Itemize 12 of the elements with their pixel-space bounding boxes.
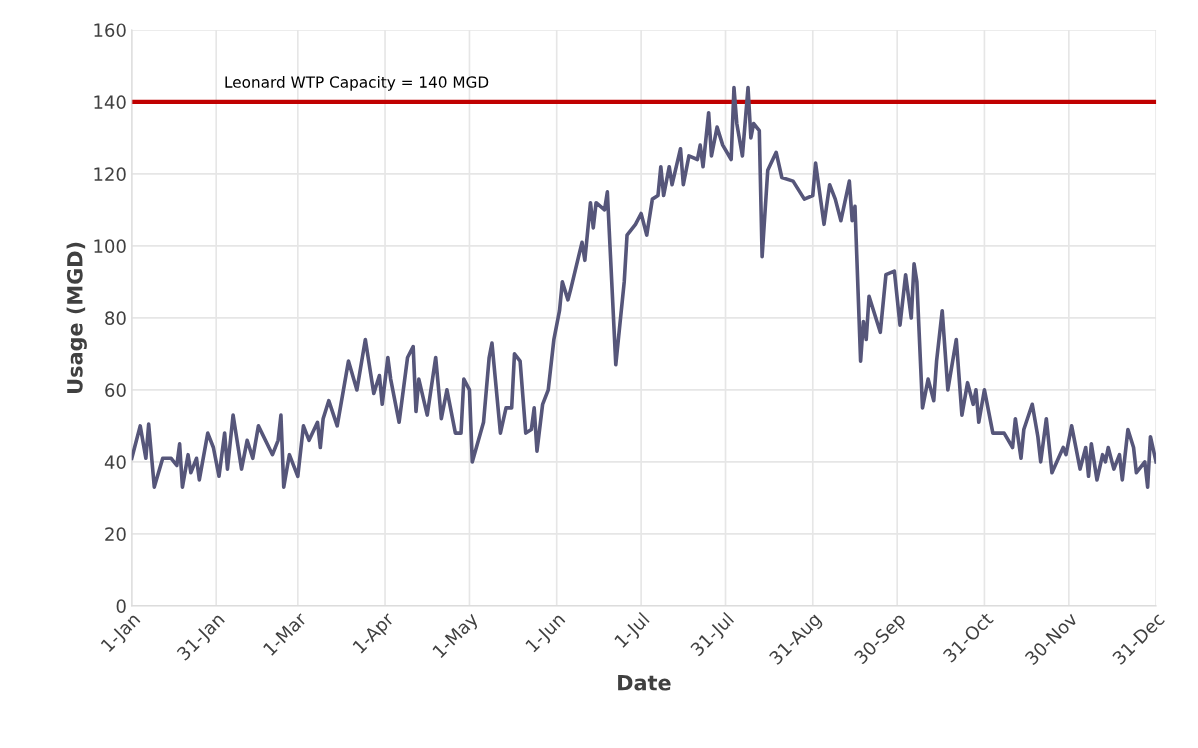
y-tick-label: 40 <box>104 455 126 470</box>
y-tick-label: 120 <box>94 167 126 182</box>
y-tick-label: 20 <box>105 527 126 541</box>
y-axis-title: Usage (MGD) <box>66 242 87 393</box>
ref-line-label: Leonard WTP Capacity = 140 MGD <box>225 76 489 91</box>
x-axis-title: Date <box>618 675 671 691</box>
y-tick-label: 60 <box>105 383 126 398</box>
y-tick-label: 0 <box>116 599 126 613</box>
y-tick-label: 100 <box>94 239 126 254</box>
y-tick-label: 160 <box>94 23 126 38</box>
y-tick-label: 80 <box>105 311 126 326</box>
y-tick-label: 140 <box>94 95 126 110</box>
